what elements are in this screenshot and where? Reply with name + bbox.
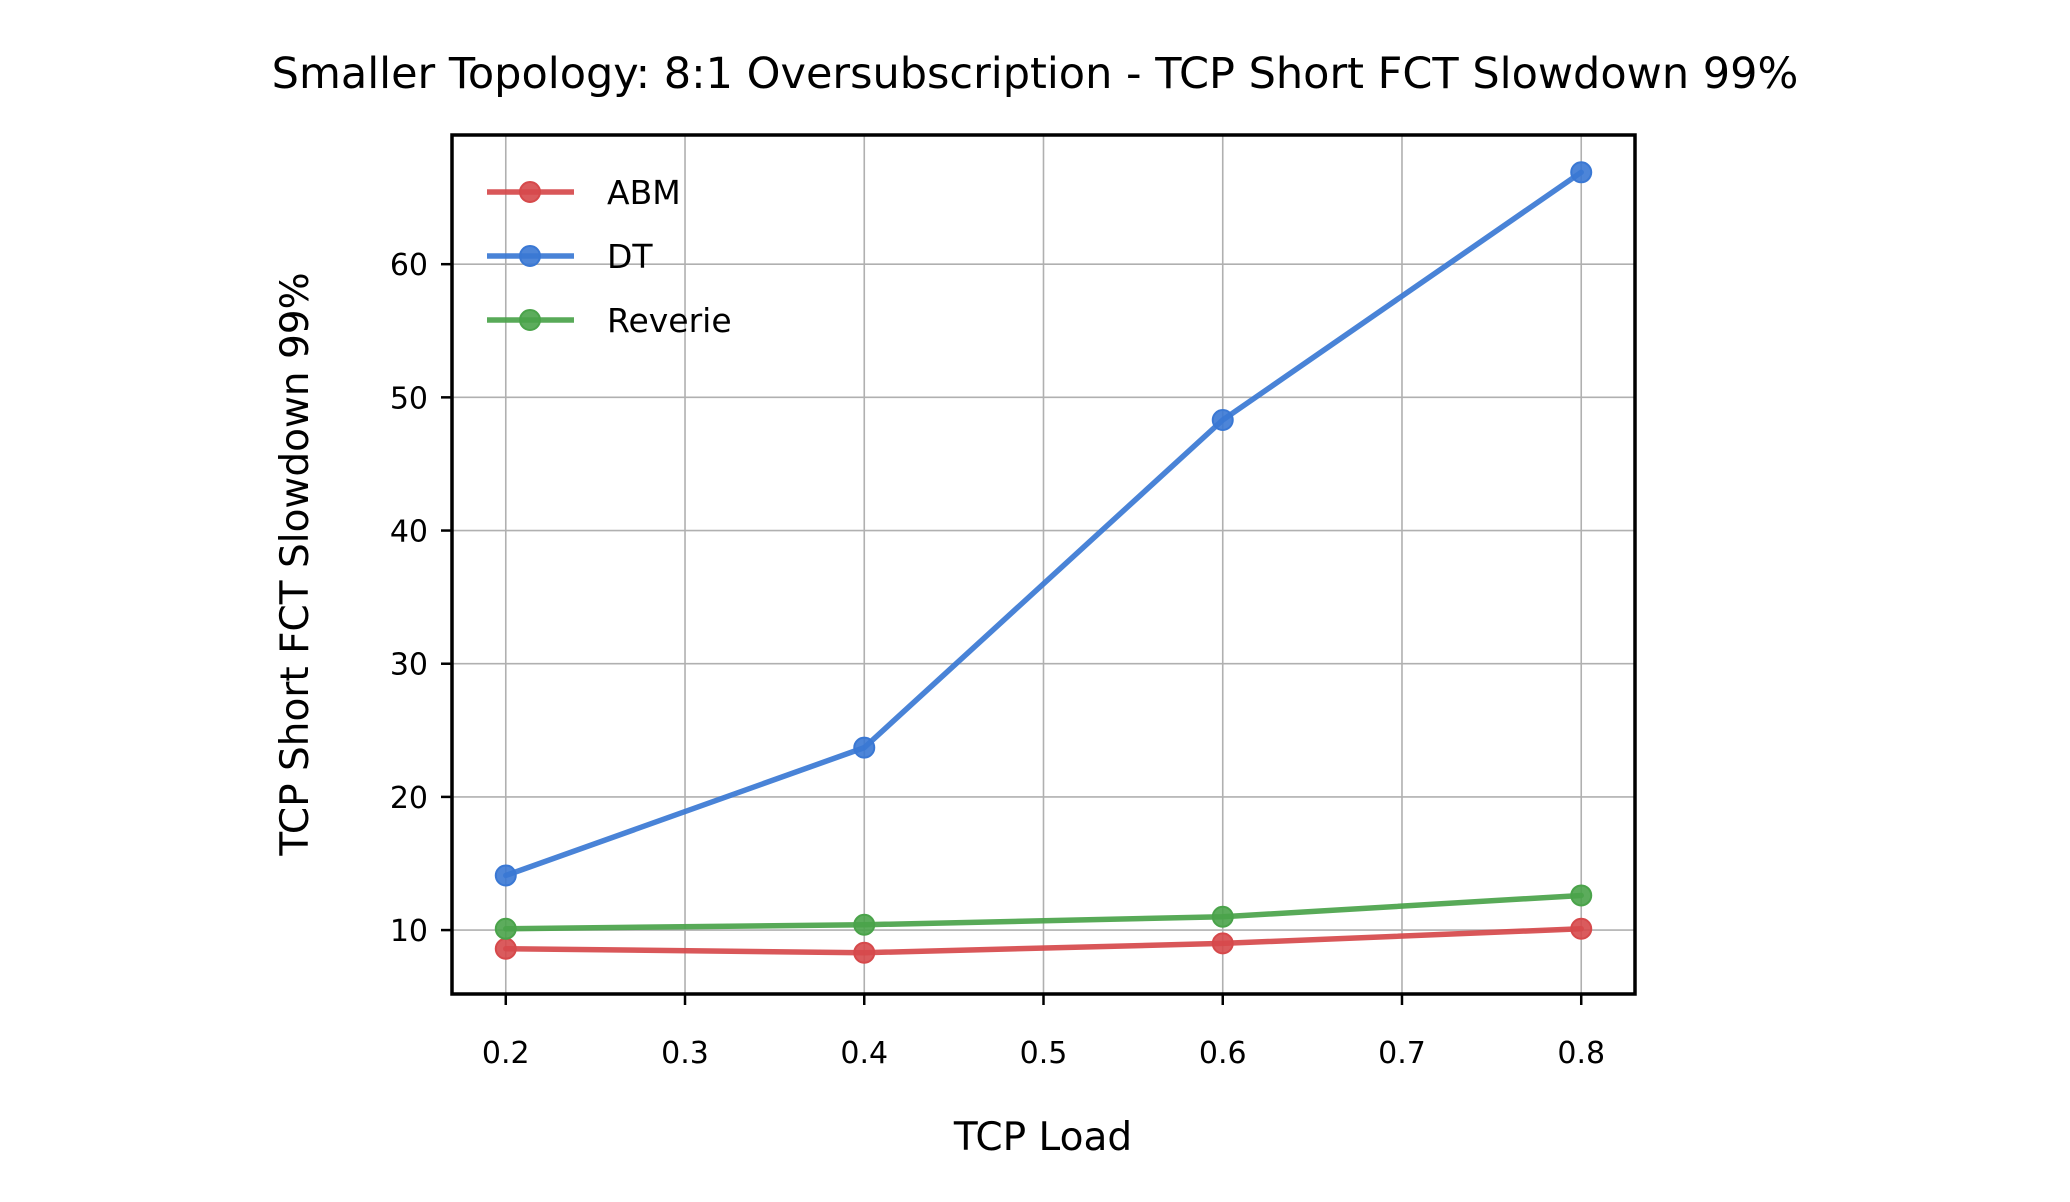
- data-point-dt: [853, 736, 876, 759]
- legend-marker-dt: [519, 245, 541, 267]
- chart-title: Smaller Topology: 8:1 Oversubscription -…: [272, 49, 1799, 99]
- y-tick-label: 40: [390, 515, 428, 550]
- data-point-reverie: [853, 913, 876, 936]
- data-point-dt: [1570, 161, 1593, 184]
- x-tick-label: 0.8: [1557, 1036, 1605, 1071]
- y-axis-label: TCP Short FCT Slowdown 99%: [273, 272, 318, 856]
- x-tick-label: 0.4: [840, 1036, 888, 1071]
- data-point-reverie: [494, 917, 517, 940]
- y-tick-label: 60: [390, 248, 428, 283]
- x-tick-label: 0.3: [661, 1036, 709, 1071]
- x-tick-label: 0.2: [482, 1036, 530, 1071]
- data-point-abm: [1570, 917, 1593, 940]
- x-axis-label: TCP Load: [953, 1115, 1132, 1160]
- data-point-dt: [494, 864, 517, 887]
- y-tick-label: 20: [390, 781, 428, 816]
- legend-label-reverie: Reverie: [607, 301, 732, 340]
- data-point-abm: [1211, 932, 1234, 955]
- legend-label-dt: DT: [607, 237, 653, 276]
- legend-marker-abm: [519, 181, 541, 203]
- y-tick-label: 50: [390, 381, 428, 416]
- x-tick-label: 0.5: [1020, 1036, 1068, 1071]
- legend: ABM DT Reverie: [487, 173, 732, 340]
- data-point-reverie: [1211, 905, 1234, 928]
- data-point-abm: [853, 941, 876, 964]
- data-point-dt: [1211, 409, 1234, 432]
- legend-label-abm: ABM: [607, 173, 681, 212]
- y-tick-label: 10: [390, 914, 428, 949]
- plot-series: [494, 161, 1593, 964]
- y-axis: 10 20 30 40 50 60: [390, 248, 452, 949]
- legend-marker-reverie: [519, 309, 541, 331]
- x-tick-label: 0.6: [1199, 1036, 1247, 1071]
- grid: [452, 135, 1635, 994]
- series-line-dt: [503, 169, 1584, 879]
- data-point-abm: [494, 937, 517, 960]
- x-tick-label: 0.7: [1378, 1036, 1426, 1071]
- x-axis: 0.2 0.3 0.4 0.5 0.6 0.7 0.8: [482, 994, 1605, 1071]
- y-tick-label: 30: [390, 648, 428, 683]
- series-line-reverie: [503, 892, 1584, 932]
- data-point-reverie: [1570, 884, 1593, 907]
- series-line-abm: [503, 925, 1584, 956]
